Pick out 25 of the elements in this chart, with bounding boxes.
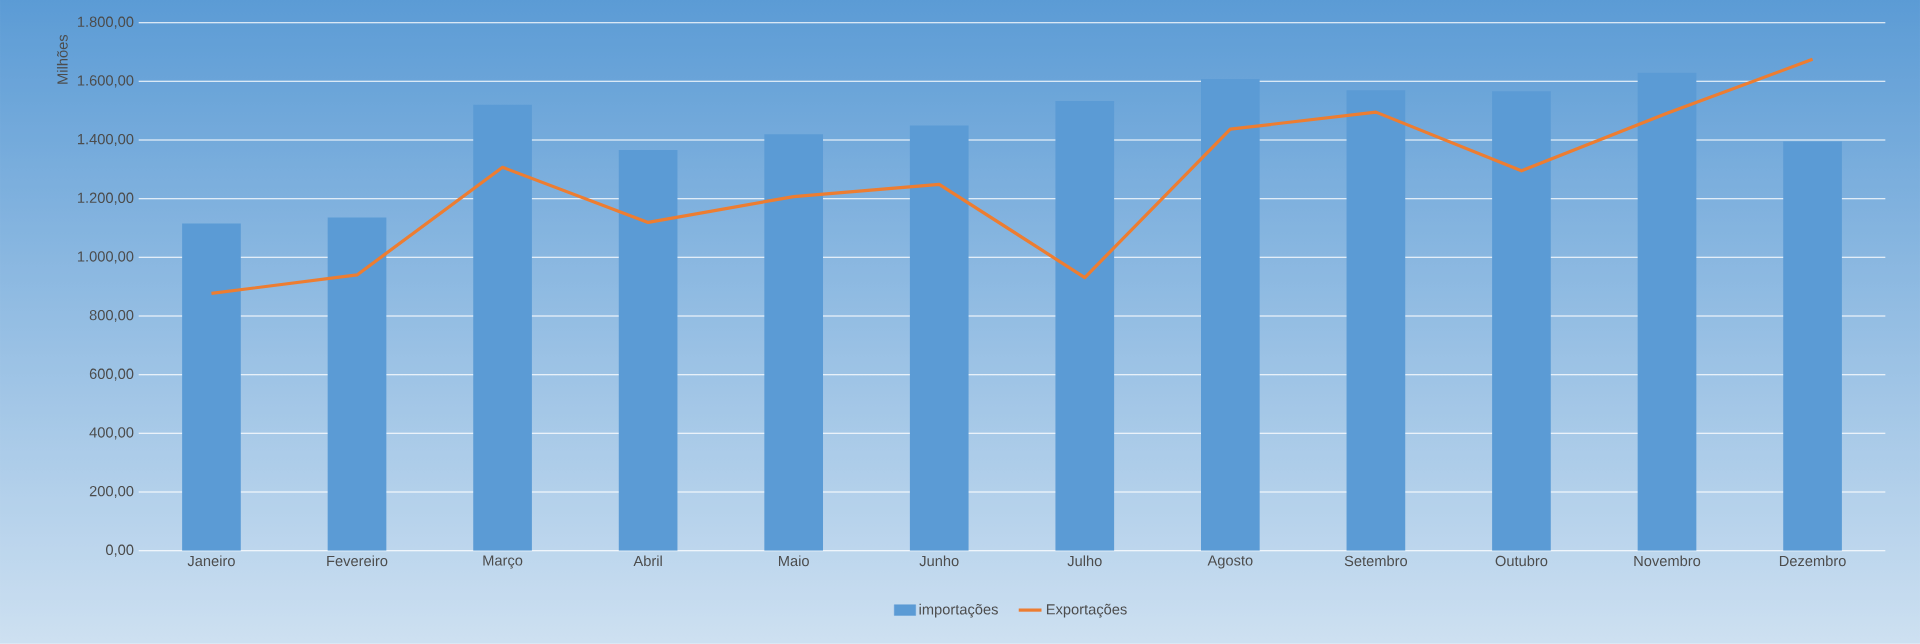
y-tick-label: 800,00 — [89, 309, 134, 323]
x-tick-label: Março — [483, 555, 523, 569]
x-tick-label: Setembro — [1344, 555, 1408, 567]
x-tick-label: Junho — [919, 555, 959, 567]
y-tick-label: 400,00 — [89, 427, 134, 440]
x-tick-label: Julho — [1067, 555, 1102, 567]
legend-label: Exportações — [1046, 603, 1127, 618]
y-tick-label: 1.600,00 — [77, 75, 134, 88]
y-tick-label: 0,00 — [105, 544, 134, 557]
x-tick-label: Abril — [633, 555, 662, 567]
y-tick-label: 600,00 — [89, 368, 134, 381]
y-tick-label: 1.400,00 — [77, 133, 134, 147]
x-tick-label: Janeiro — [187, 555, 235, 567]
y-tick-label: 200,00 — [89, 485, 134, 499]
x-tick-label: Fevereiro — [327, 555, 388, 567]
x-tick-label: Maio — [778, 555, 809, 567]
x-tick-label: Dezembro — [1779, 555, 1846, 567]
y-tick-label: 1.200,00 — [77, 192, 134, 205]
x-tick-label: Agosto — [1207, 555, 1253, 569]
x-tick-label: Novembro — [1634, 555, 1701, 567]
y-axis-title: Milhões — [56, 34, 68, 84]
y-tick-label: 1.800,00 — [77, 16, 134, 29]
y-tick-label: 1.000,00 — [77, 251, 134, 264]
x-tick-label: Outubro — [1495, 555, 1548, 567]
legend-label: importações — [919, 603, 998, 618]
